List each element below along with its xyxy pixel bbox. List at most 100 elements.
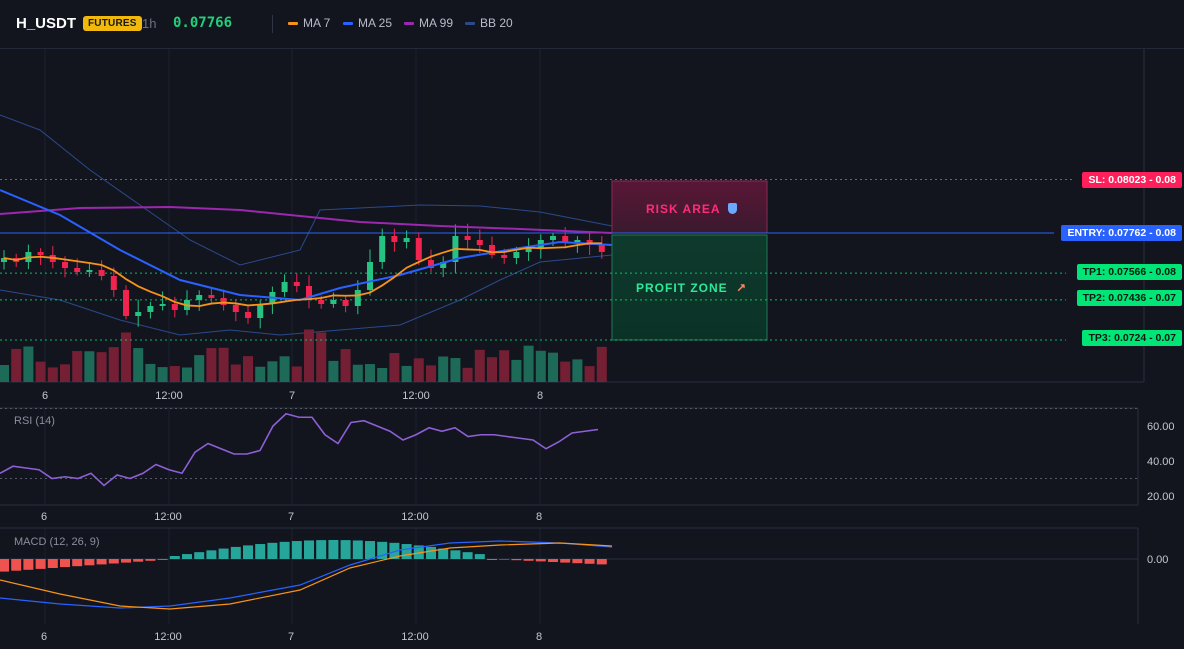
macd-histogram-bar — [560, 559, 571, 563]
time-axis-label: 12:00 — [402, 390, 430, 402]
macd-histogram-bar — [11, 559, 22, 571]
candle-body — [86, 270, 93, 272]
volume-bar — [316, 332, 327, 382]
volume-bar — [84, 351, 95, 382]
volume-bar — [584, 366, 595, 382]
macd-histogram-bar — [438, 548, 449, 559]
macd-histogram-bar — [72, 559, 83, 567]
candle-body — [330, 300, 337, 304]
candle-body — [171, 304, 178, 310]
candle-body — [74, 268, 81, 272]
volume-bar — [304, 329, 314, 382]
candle-body — [98, 270, 105, 276]
volume-bar — [499, 350, 510, 382]
macd-histogram-bar — [426, 546, 436, 559]
rsi-axis-label: 40.00 — [1147, 456, 1175, 468]
time-axis-label: 12:00 — [401, 511, 429, 523]
time-axis-label: 7 — [288, 511, 294, 523]
legend-swatch — [404, 22, 414, 26]
interval-selector[interactable]: 1h — [142, 16, 157, 31]
macd-histogram-bar — [450, 550, 461, 559]
candle-body — [476, 240, 483, 245]
legend-ma7[interactable]: MA 7 — [288, 16, 330, 30]
volume-bar — [450, 358, 461, 382]
candle-body — [525, 248, 532, 252]
macd-pane-label: MACD (12, 26, 9) — [14, 536, 100, 548]
ma99-line — [0, 205, 613, 234]
candle-body — [208, 295, 215, 298]
legend-ma25[interactable]: MA 25 — [343, 16, 392, 30]
macd-histogram-bar — [377, 541, 388, 559]
profit-zone-text: PROFIT ZONE — [636, 281, 728, 295]
futures-badge: FUTURES — [83, 16, 142, 31]
price-chart[interactable]: 6 6 6 12:00 12:00 12:00 7 7 7 12:00 12:00 12:00 8 8 8 6… — [0, 49, 1184, 649]
time-axis-label: 8 — [537, 390, 543, 402]
macd-histogram-bar — [535, 559, 546, 562]
macd-histogram-bar — [511, 559, 522, 561]
time-axis-label: 6 — [41, 631, 47, 643]
candle-body — [196, 295, 203, 300]
risk-area-box — [611, 180, 768, 234]
time-axis-label: 6 — [41, 511, 47, 523]
volume-bar — [255, 366, 266, 382]
entry-price-tag: ENTRY: 0.07762 - 0.08 — [1061, 225, 1182, 241]
volume-bar — [548, 352, 558, 382]
macd-histogram-bar — [267, 542, 278, 559]
rocket-icon: ↗ — [736, 281, 748, 295]
macd-histogram-bar — [243, 545, 253, 559]
volume-bar — [47, 367, 58, 382]
header-divider — [272, 15, 273, 33]
macd-histogram-bar — [365, 541, 375, 559]
macd-histogram-bar — [340, 540, 351, 559]
candle-body — [367, 262, 373, 290]
volume-bar — [0, 364, 9, 382]
macd-histogram-bar — [572, 559, 583, 564]
time-axis-label: 12:00 — [154, 511, 182, 523]
volume-bar — [474, 349, 485, 382]
legend-label: BB 20 — [480, 16, 513, 30]
volume-bar — [72, 351, 83, 382]
rsi-axis-label: 60.00 — [1147, 421, 1175, 433]
legend-ma99[interactable]: MA 99 — [404, 16, 453, 30]
legend-swatch — [343, 22, 353, 26]
volume-bar — [218, 347, 229, 382]
time-axis-label: 12:00 — [154, 631, 182, 643]
tp1-price-tag: TP1: 0.07566 - 0.08 — [1076, 264, 1182, 280]
rsi-pane-label: RSI (14) — [14, 415, 55, 427]
macd-histogram-bar — [169, 556, 180, 559]
volume-bar — [328, 360, 339, 382]
volume-bar — [108, 347, 119, 382]
macd-histogram-bar — [145, 559, 156, 561]
macd-histogram-bar — [84, 559, 95, 566]
candle-body — [342, 300, 349, 306]
candle-body — [232, 305, 239, 312]
macd-histogram-bar — [47, 559, 58, 568]
risk-area-label: RISK AREA — [646, 202, 738, 216]
symbol-name[interactable]: H_USDT — [16, 15, 77, 32]
macd-histogram-bar — [96, 559, 107, 565]
volume-bar — [230, 364, 241, 382]
volume-bar — [438, 356, 449, 382]
volume-bar — [572, 359, 583, 382]
candle-body — [489, 245, 495, 255]
volume-bar — [389, 353, 400, 382]
candle-body — [257, 304, 264, 318]
sl-price-tag: SL: 0.08023 - 0.08 — [1082, 172, 1182, 188]
macd-histogram-bar — [487, 559, 497, 560]
time-axis-label: 12:00 — [401, 631, 429, 643]
volume-bar — [35, 361, 46, 382]
risk-area-text: RISK AREA — [646, 202, 721, 216]
candle-body — [1, 258, 7, 262]
macd-histogram-bar — [584, 559, 595, 564]
rsi-axis-label: 20.00 — [1147, 491, 1175, 503]
volume-bar — [157, 367, 168, 382]
macd-histogram-bar — [596, 559, 607, 565]
legend-bb20[interactable]: BB 20 — [465, 16, 513, 30]
macd-histogram-bar — [230, 546, 241, 559]
volume-bar — [145, 363, 156, 382]
volume-bar — [511, 359, 522, 382]
volume-bar — [60, 364, 70, 382]
tp3-price-tag: TP3: 0.0724 - 0.07 — [1082, 330, 1182, 346]
candle-body — [159, 304, 166, 306]
time-axis-label: 6 — [42, 390, 48, 402]
